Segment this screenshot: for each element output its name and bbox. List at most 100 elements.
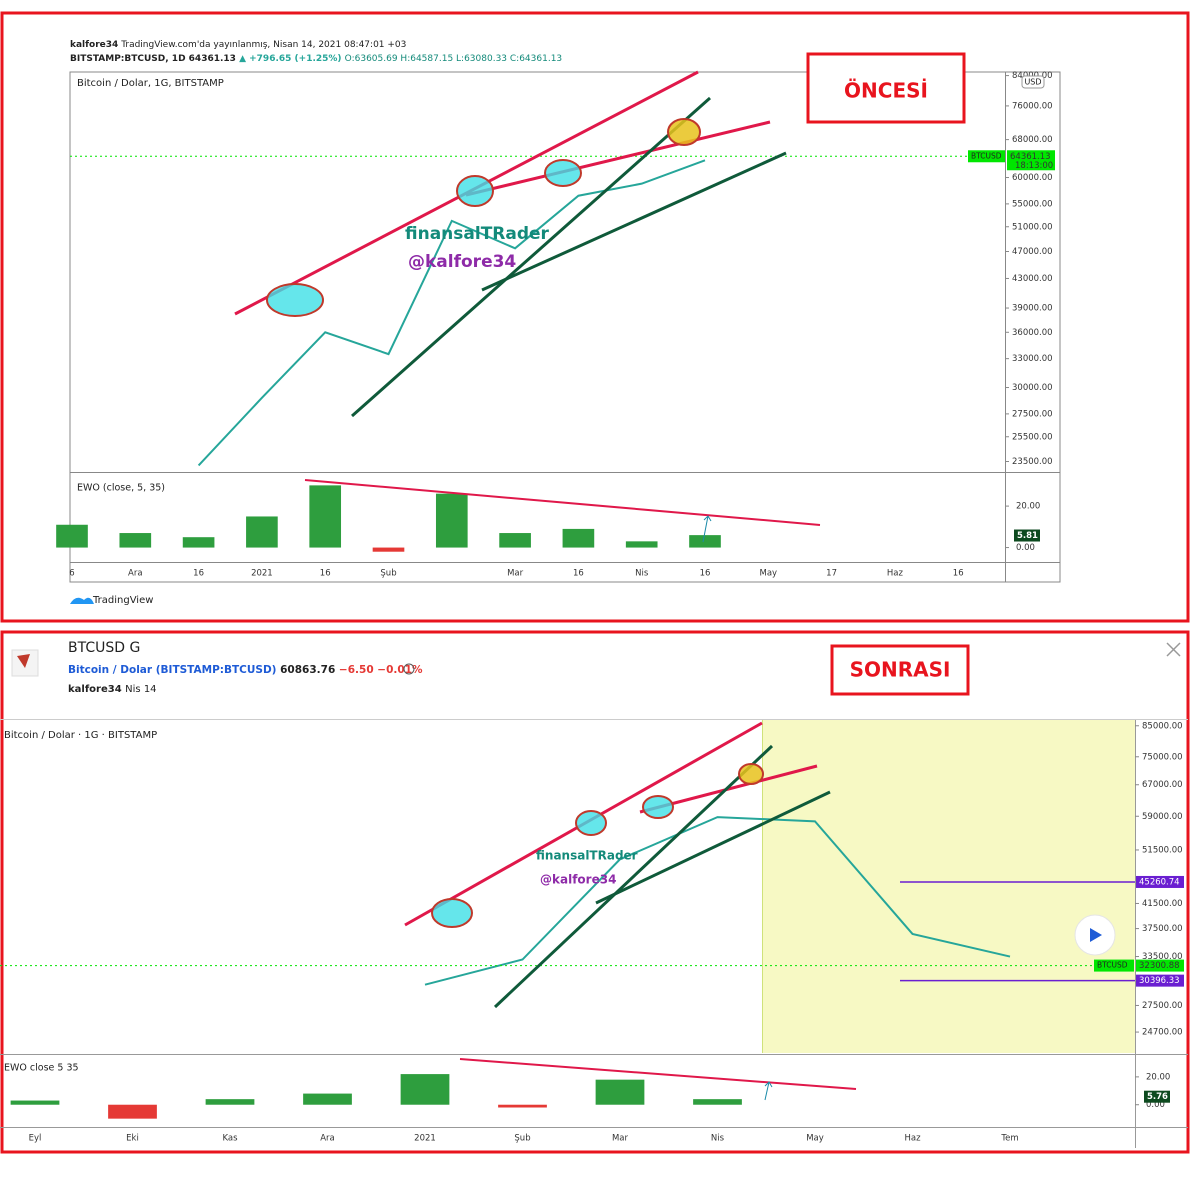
trendline [304,479,821,526]
x-tick-label: Ara [128,569,143,579]
indicator-bar [303,1093,352,1105]
x-tick-label: Şub [380,569,396,579]
indicator-bar [400,1074,450,1105]
indicator-bar [119,533,152,548]
y-tick-label: 27500.00 [1012,409,1053,419]
highlight-ellipse [456,175,494,207]
x-tick-label: 2021 [251,569,273,579]
indicator-bar [562,528,595,548]
y-tick-label: 75000.00 [1142,752,1183,762]
y-tick-label: 51500.00 [1142,845,1183,855]
y-tick-label: 47000.00 [1012,247,1053,257]
x-tick-label: Mar [507,569,524,579]
label-box [830,644,970,696]
x-tick-label: 16 [953,569,964,579]
x-tick-label: Nis [635,569,649,579]
price-line [424,816,1011,986]
x-tick-label: 16 [573,569,584,579]
highlight-ellipse [738,763,764,785]
y-tick-label: 76000.00 [1012,101,1053,111]
x-tick-label: May [806,1134,824,1144]
trendline [481,151,787,292]
price-tag [1007,150,1055,171]
indicator-value: 5.81 [1017,531,1038,541]
y-tick-label: 39000.00 [1012,304,1053,314]
y-tick-label: 55000.00 [1012,199,1053,209]
indicator-bar [246,516,278,548]
trendline [465,120,771,197]
panel-frame [0,11,1190,623]
x-tick-label: Kas [222,1134,238,1144]
highlight-ellipse [575,810,607,836]
highlight-ellipse [642,795,674,819]
price-tag-label: 32300.88 [1139,961,1180,971]
annotations: finansalTRader @kalfore34 finansalTRader… [68,40,1181,1101]
indicator-bar [10,1100,60,1105]
watermark: finansalTRader [536,849,638,863]
author: kalfore34 [68,684,122,695]
change-percent: −0.01% [377,664,423,676]
arrow [764,1081,773,1101]
indicator-bar [625,541,658,548]
indicator-title: EWO (close, 5, 35) [77,483,165,494]
indicator-bar [689,535,721,548]
indicator-bar [205,1099,255,1105]
exchange: (BITSTAMP:BTCUSD) [156,664,277,676]
level-label: 30396.33 [1139,976,1180,986]
symbol-tag-label: BTCUSD [971,151,1002,160]
highlight-region [762,720,1135,1053]
y-tick-label: 23500.00 [1012,457,1053,467]
x-tick-label: Mar [612,1134,629,1144]
ohlc: O:63605.69 H:64587.15 L:63080.33 C:64361… [345,54,562,64]
x-tick-label: Eyl [29,1134,42,1144]
indicator-bar [372,547,405,552]
y-tick-label: 27500.00 [1142,1001,1183,1011]
highlight-ellipse [667,118,701,146]
level-tag [1136,974,1184,987]
symbol-name: Bitcoin / Dolar [68,664,153,676]
indicator-bar [693,1099,742,1105]
chart-frame [69,71,1061,583]
x-tick-label: Nis [711,1134,725,1144]
logo-mark [17,654,30,668]
symbol: BITSTAMP:BTCUSD, 1D 64361.13 [70,54,236,64]
chart-title: Bitcoin / Dolar · 1G · BITSTAMP [4,730,157,741]
background [0,11,1190,1154]
trendline [595,790,831,905]
symbol-title: BTCUSD G [68,640,140,656]
author-line: kalfore34 Nis 14 [68,684,157,695]
brand-logo [70,597,94,604]
x-tick-label: Ara [320,1134,335,1144]
highlight-ellipse [266,283,324,317]
level-tag [1136,875,1184,888]
y-tick-label: 33500.00 [1142,952,1183,962]
x-tick-label: Haz [904,1134,921,1144]
x-tick-label: Şub [514,1134,530,1144]
trendline [459,1058,857,1090]
panel-label: SONRASI [850,658,951,682]
y-tick-label: 24700.00 [1142,1028,1183,1038]
alarm-icon[interactable] [403,663,415,675]
x-tick-label: Haz [887,569,904,579]
y-tick-label: 30000.00 [1012,383,1053,393]
indicator-bar [309,485,342,548]
author: kalfore34 [70,40,118,50]
x-tick-label: 6 [69,569,74,579]
indicator-value-tag [1014,529,1040,542]
y-tick-label: 43000.00 [1012,274,1053,284]
y-tick-label: 59000.00 [1142,812,1183,822]
published: TradingView.com'da yayınlanmış, Nisan 14… [120,40,406,50]
panel-frame [0,630,1190,1154]
y-tick-label: 85000.00 [1142,721,1183,731]
y-tick-label: 60000.00 [1012,173,1053,183]
indicator-bar [499,533,531,548]
trendline [351,96,711,418]
y-tick-label: 68000.00 [1012,135,1053,145]
x-tick-label: 16 [193,569,204,579]
indicator-bar [498,1104,547,1108]
indicator-bar [108,1104,157,1119]
close-button[interactable] [1166,642,1181,657]
symbol-info: Bitcoin / Dolar (BITSTAMP:BTCUSD) 60863.… [68,664,423,676]
watermark: @kalfore34 [408,252,516,272]
